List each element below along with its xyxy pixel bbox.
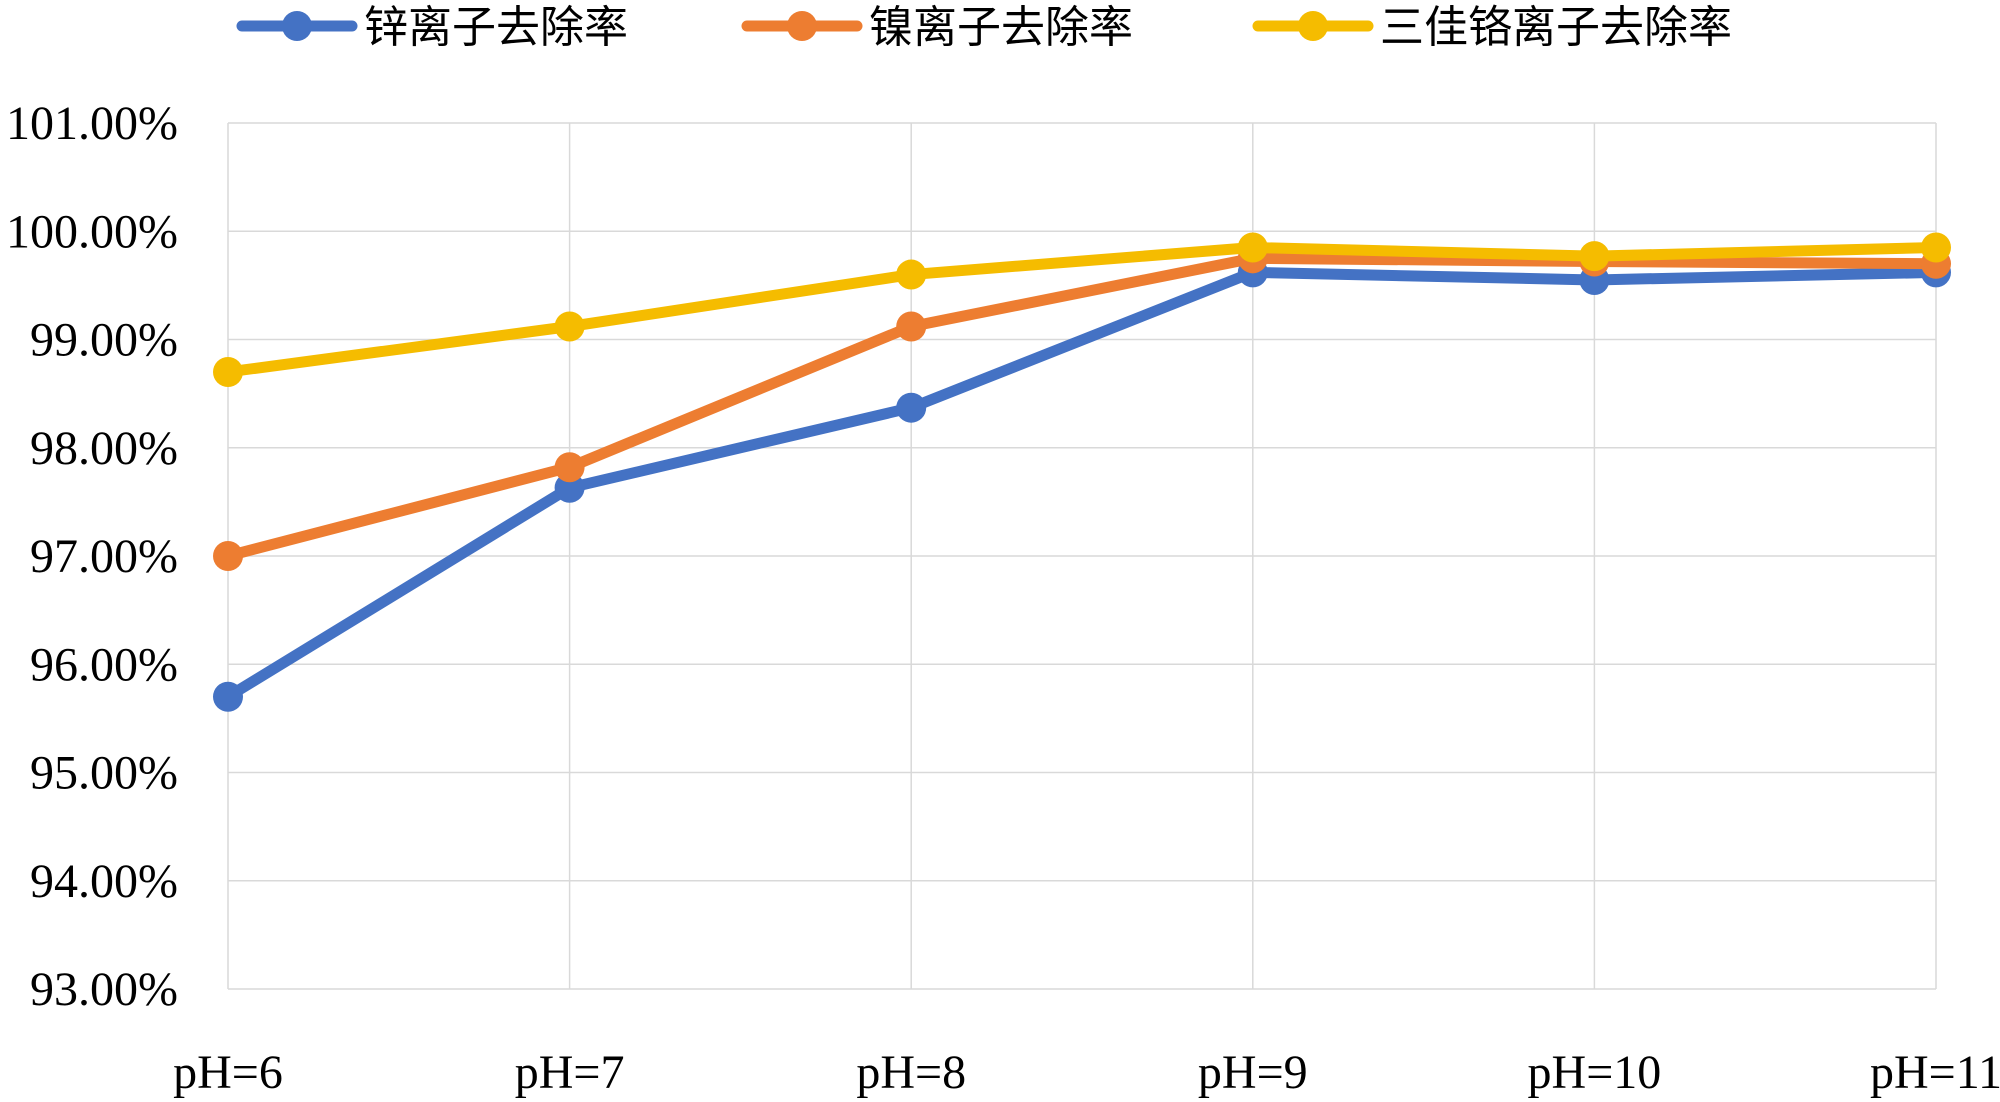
data-point <box>213 541 243 571</box>
data-point <box>213 356 243 387</box>
y-tick-label: 96.00% <box>30 638 178 691</box>
data-point <box>896 311 927 342</box>
data-point <box>1921 232 1951 263</box>
legend-item-1[interactable]: 锌离子去除率 <box>236 2 628 53</box>
data-point <box>896 392 927 423</box>
y-tick-label: 95.00% <box>30 747 178 800</box>
series-line <box>222 252 1942 562</box>
data-point <box>554 452 585 483</box>
y-tick-label: 97.00% <box>30 530 178 583</box>
x-tick-label: pH=9 <box>1198 1046 1308 1099</box>
legend-item-2[interactable]: 镍离子去除率 <box>741 2 1133 53</box>
data-point <box>554 311 585 342</box>
y-tick-label: 99.00% <box>30 314 178 367</box>
series-lines <box>213 232 1951 712</box>
legend-marker <box>1298 11 1328 41</box>
x-axis-ticks: pH=6 pH=7 pH=8 pH=9 pH=10 pH=11 <box>173 1046 2000 1099</box>
legend-marker <box>282 11 312 41</box>
legend[interactable]: 锌离子去除率 镍离子去除率 三佳铬离子去除率 <box>236 2 1732 53</box>
y-tick-label: 101.00% <box>6 97 178 150</box>
legend-item-3[interactable]: 三佳铬离子去除率 <box>1252 2 1732 53</box>
x-tick-label: pH=7 <box>515 1046 625 1099</box>
data-point <box>896 259 927 290</box>
data-point <box>213 681 243 712</box>
y-axis-ticks: 101.00% 100.00% 99.00% 98.00% 97.00% 96.00% 95… <box>6 97 178 1016</box>
data-point <box>554 472 585 503</box>
legend-label: 镍离子去除率 <box>869 2 1133 53</box>
data-point <box>1579 241 1610 272</box>
x-tick-label: pH=6 <box>173 1046 283 1099</box>
y-tick-label: 93.00% <box>30 963 178 1016</box>
legend-marker <box>787 11 817 41</box>
series-1 <box>213 257 1951 712</box>
legend-label: 锌离子去除率 <box>364 2 628 53</box>
series-3 <box>213 232 1951 387</box>
series-line <box>222 266 1942 703</box>
x-tick-label: pH=10 <box>1528 1046 1662 1099</box>
y-tick-label: 100.00% <box>6 205 178 258</box>
series-2 <box>213 243 1951 571</box>
series-line <box>222 241 1942 378</box>
y-tick-label: 98.00% <box>30 422 178 475</box>
legend-label: 三佳铬离子去除率 <box>1380 2 1732 53</box>
x-tick-label: pH=11 <box>1870 1046 2000 1099</box>
y-tick-label: 94.00% <box>30 855 178 908</box>
x-tick-label: pH=8 <box>856 1046 966 1099</box>
data-point <box>1237 232 1268 263</box>
